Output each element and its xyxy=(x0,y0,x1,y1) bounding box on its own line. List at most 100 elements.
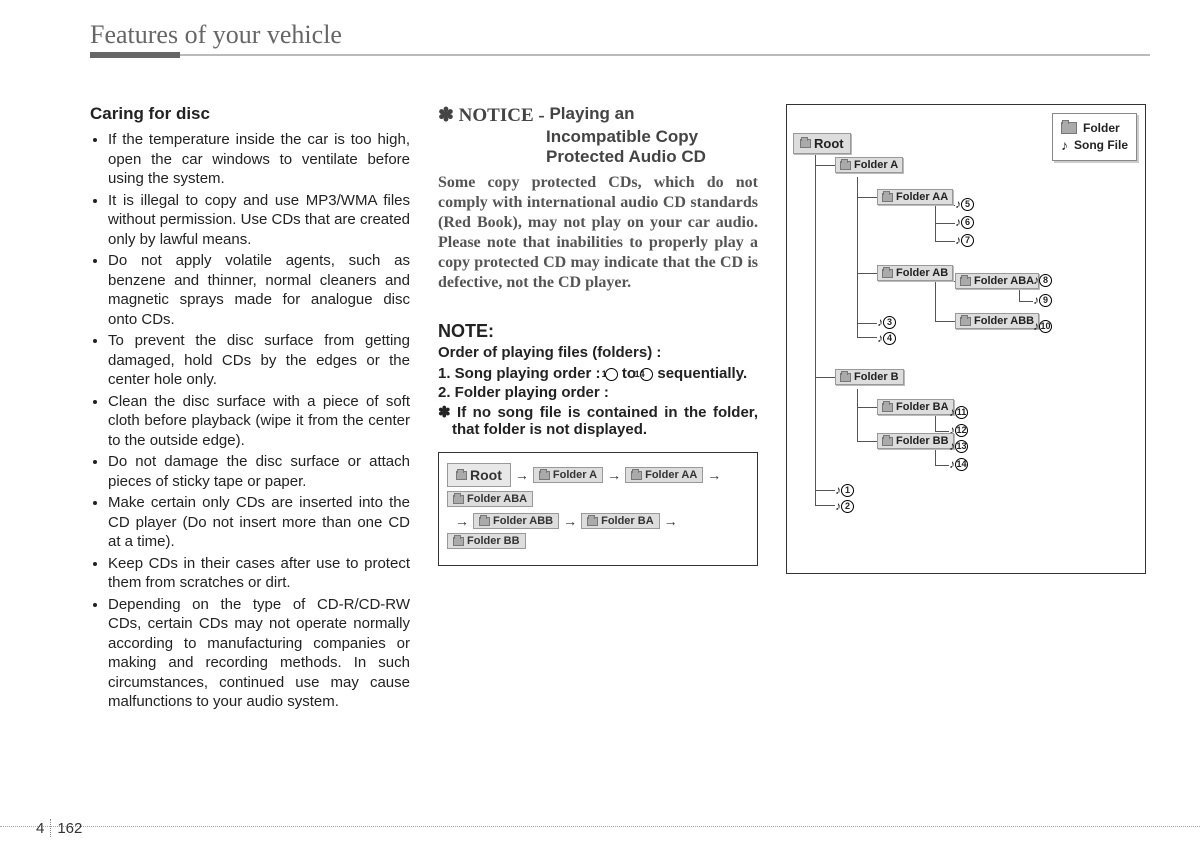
tree-line xyxy=(857,177,858,337)
tree-line xyxy=(815,505,835,506)
folder-label: Folder ABB xyxy=(974,315,1034,327)
folder-icon xyxy=(587,517,598,526)
tree-line xyxy=(935,447,936,465)
tree-line xyxy=(857,441,877,442)
folder-icon xyxy=(882,403,893,412)
page-number: 162 xyxy=(57,820,82,837)
bullet-list: If the temperature inside the car is too… xyxy=(90,130,410,712)
folder-chip: Folder ABA xyxy=(447,491,533,507)
song-node: ♪3 xyxy=(877,315,896,329)
circled-number: 1 xyxy=(605,368,618,381)
legend: Folder ♪Song File xyxy=(1052,113,1137,161)
folder-icon xyxy=(456,471,467,480)
folder-icon xyxy=(960,277,971,286)
folder-label: Folder ABA xyxy=(467,493,527,505)
page: Features of your vehicle Caring for disc… xyxy=(0,0,1200,714)
note-item-3: ✽ If no song file is contained in the fo… xyxy=(438,403,758,438)
circled-number: 5 xyxy=(961,198,974,211)
circled-number: 9 xyxy=(1039,294,1052,307)
flow-row: Root → Folder A → Folder AA → Folder ABA xyxy=(447,463,749,507)
footer-dotline xyxy=(0,826,1200,827)
note-heading: NOTE: xyxy=(438,321,758,342)
tree-node: Folder ABB xyxy=(955,313,1039,329)
folder-label: Folder AB xyxy=(896,267,948,279)
legend-label: Folder xyxy=(1083,121,1120,135)
notice-prefix: ✽ NOTICE - xyxy=(438,105,549,126)
flow-row: → Folder ABB → Folder BA → Folder BB xyxy=(447,513,749,549)
tree-node: Folder BA xyxy=(877,399,954,415)
notice-title-line1: Playing an xyxy=(549,104,634,124)
notice-title-line3: Protected Audio CD xyxy=(546,147,706,167)
folder-chip: Folder ABB xyxy=(473,513,559,529)
folder-chip: Folder AA xyxy=(625,467,703,483)
list-item: Depending on the type of CD-R/CD-RW CDs,… xyxy=(108,595,410,712)
legend-row: Folder xyxy=(1061,121,1128,135)
circled-number: 3 xyxy=(883,316,896,329)
circled-number: 10 xyxy=(1039,320,1052,333)
song-node: ♪7 xyxy=(955,233,974,247)
arrow-icon: → xyxy=(563,513,577,529)
tree-line xyxy=(935,241,955,242)
footer-separator xyxy=(50,819,51,837)
tree-line xyxy=(935,431,949,432)
circled-number: 4 xyxy=(883,332,896,345)
folder-icon xyxy=(960,317,971,326)
tree-node: Folder B xyxy=(835,369,904,385)
folder-icon xyxy=(479,517,490,526)
tree-line xyxy=(857,389,858,441)
arrow-icon: → xyxy=(707,467,721,483)
folder-label: Folder B xyxy=(854,371,899,383)
song-node: ♪2 xyxy=(835,499,854,513)
song-node: ♪9 xyxy=(1033,293,1052,307)
folder-label: Folder A xyxy=(553,469,597,481)
tree-line xyxy=(935,465,949,466)
folder-icon xyxy=(840,161,851,170)
header-rule xyxy=(90,54,1150,56)
note-text: sequentially. xyxy=(653,365,747,382)
list-item: Clean the disc surface with a piece of s… xyxy=(108,392,410,451)
page-footer: 4 162 xyxy=(36,819,82,837)
column-1: Caring for disc If the temperature insid… xyxy=(90,104,410,714)
note-item-2: 2. Folder playing order : xyxy=(438,384,758,401)
list-item: To prevent the disc surface from getting… xyxy=(108,331,410,390)
circled-number: 1 xyxy=(841,484,854,497)
tree-line xyxy=(815,145,816,505)
list-item: Do not apply volatile agents, such as be… xyxy=(108,251,410,329)
song-node: ♪4 xyxy=(877,331,896,345)
folder-label: Root xyxy=(814,136,844,151)
list-item: Do not damage the disc surface or attach… xyxy=(108,452,410,491)
folder-icon xyxy=(800,139,811,148)
folder-flow-diagram: Root → Folder A → Folder AA → Folder ABA… xyxy=(438,452,758,566)
song-node: ♪14 xyxy=(949,457,968,471)
page-title: Features of your vehicle xyxy=(90,20,1150,50)
legend-row: ♪Song File xyxy=(1061,137,1128,153)
notice-body: Some copy protected CDs, which do not co… xyxy=(438,173,758,293)
circled-number: 2 xyxy=(841,500,854,513)
folder-tree-diagram: Folder ♪Song File xyxy=(786,104,1146,574)
song-node: ♪6 xyxy=(955,215,974,229)
tree-line xyxy=(935,205,955,206)
list-item: It is illegal to copy and use MP3/WMA fi… xyxy=(108,191,410,250)
circled-number: 11 xyxy=(955,406,968,419)
folder-icon xyxy=(1061,122,1077,134)
arrow-icon: → xyxy=(607,467,621,483)
tree-node-root: Root xyxy=(793,133,851,154)
list-item: Make certain only CDs are inserted into … xyxy=(108,493,410,552)
tree-node: Folder A xyxy=(835,157,903,173)
tree-line xyxy=(857,407,877,408)
tree-line xyxy=(935,281,955,282)
arrow-icon: → xyxy=(664,513,678,529)
circled-number: 7 xyxy=(961,234,974,247)
folder-label: Folder ABB xyxy=(493,515,553,527)
tree-line xyxy=(935,223,955,224)
list-item: Keep CDs in their cases after use to pro… xyxy=(108,554,410,593)
tree-node: Folder BB xyxy=(877,433,954,449)
legend-label: Song File xyxy=(1074,138,1128,152)
song-node: ♪5 xyxy=(955,197,974,211)
tree-node: Folder AB xyxy=(877,265,953,281)
folder-label: Folder AA xyxy=(645,469,697,481)
arrow-icon: → xyxy=(515,467,529,483)
note-item-1: 1. Song playing order : 1 to 14 sequenti… xyxy=(438,365,758,382)
tree-line xyxy=(857,337,877,338)
folder-label: Folder BB xyxy=(896,435,949,447)
